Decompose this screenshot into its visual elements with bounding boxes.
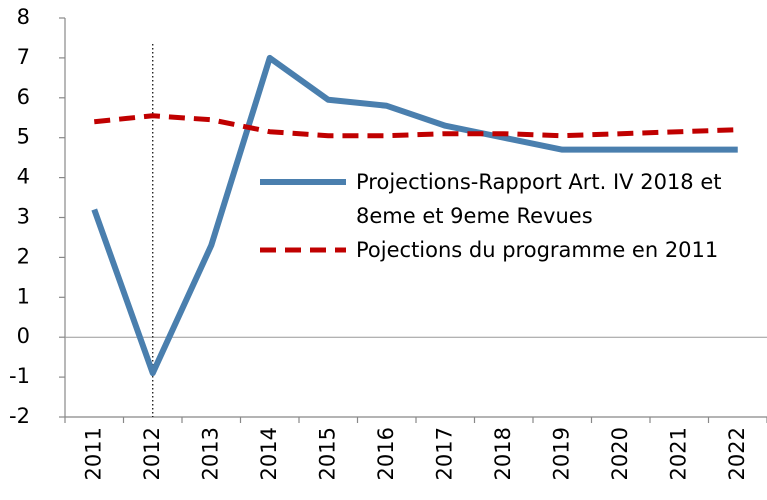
- legend-item: Pojections du programme en 2011: [258, 233, 758, 267]
- x-tick-label: 2011: [81, 427, 105, 480]
- y-tick-label: 2: [17, 244, 30, 268]
- x-tick-label: 2016: [374, 427, 398, 480]
- y-tick-label: 6: [17, 85, 30, 109]
- y-tick-label: 0: [17, 324, 30, 348]
- legend-label: Projections-Rapport Art. IV 2018 et 8eme…: [356, 170, 722, 228]
- x-tick-label: 2012: [140, 427, 164, 480]
- series-line: [91, 54, 738, 377]
- x-tick-label: 2020: [608, 427, 632, 480]
- x-tick-label: 2013: [198, 427, 222, 480]
- y-tick-label: 4: [17, 165, 30, 189]
- legend-key: [260, 247, 346, 253]
- y-tick-label: -1: [9, 364, 30, 388]
- legend-label: Pojections du programme en 2011: [356, 238, 719, 262]
- x-tick-label: 2014: [257, 427, 281, 480]
- x-tick-label: 2019: [549, 427, 573, 480]
- x-tick-label: 2022: [725, 427, 749, 480]
- series-line: [93, 113, 738, 139]
- y-tick-label: -2: [9, 404, 30, 428]
- x-tick-label: 2021: [666, 427, 690, 480]
- y-tick-label: 3: [17, 205, 30, 229]
- x-tick-label: 2017: [432, 427, 456, 480]
- x-tick-label: 2018: [491, 427, 515, 480]
- legend-item: Projections-Rapport Art. IV 2018 et 8eme…: [258, 165, 758, 233]
- x-tick-label: 2015: [315, 427, 339, 480]
- y-tick-label: 8: [17, 5, 30, 29]
- legend-key: [260, 179, 346, 185]
- y-tick-label: 5: [17, 125, 30, 149]
- legend: Projections-Rapport Art. IV 2018 et 8eme…: [258, 165, 758, 267]
- y-tick-label: 7: [17, 45, 30, 69]
- y-tick-label: 1: [17, 284, 30, 308]
